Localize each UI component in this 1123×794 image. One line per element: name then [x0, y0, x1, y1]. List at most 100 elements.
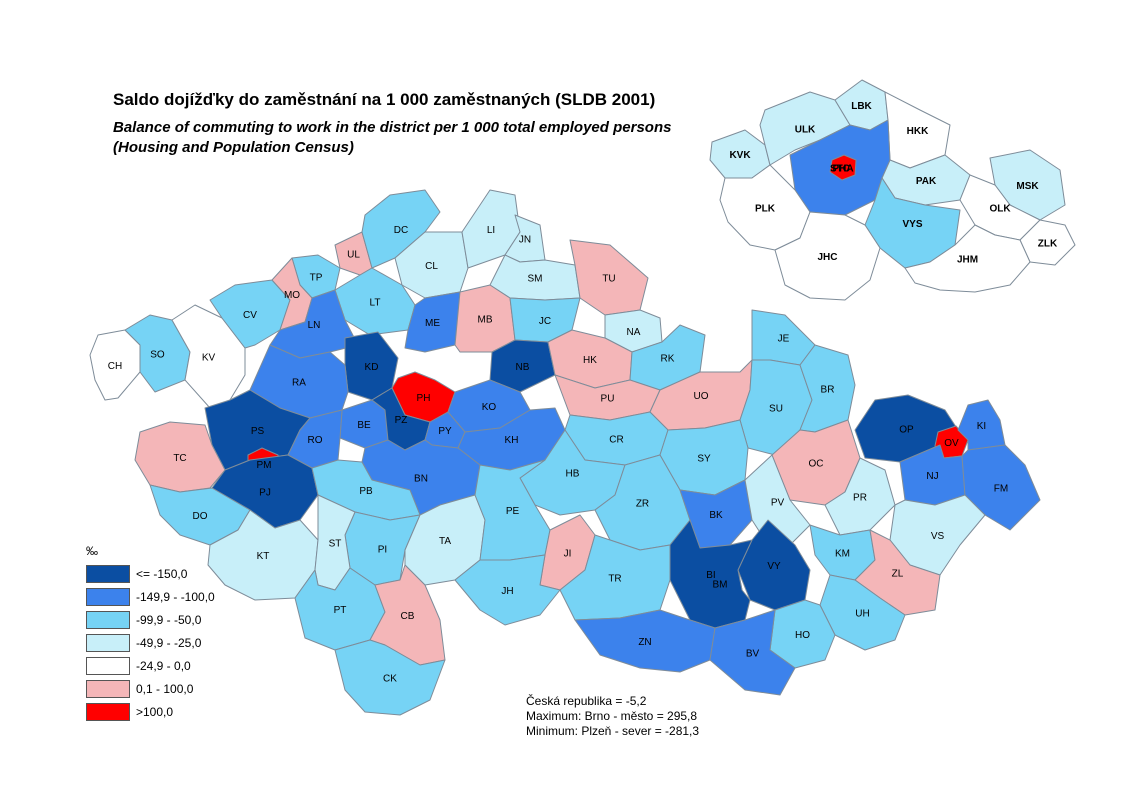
legend-swatch	[86, 610, 130, 629]
region-label-HKK: HKK	[907, 126, 929, 137]
district-label-DC: DC	[394, 225, 408, 236]
legend-item: -49,9 - -25,0	[86, 631, 215, 654]
district-JH[interactable]	[454, 554, 561, 626]
district-label-BR: BR	[821, 385, 835, 396]
summary-stats: Česká republika = -5,2 Maximum: Brno - m…	[526, 694, 699, 739]
legend-item: >100,0	[86, 700, 215, 723]
district-label-MB: MB	[478, 315, 493, 326]
district-label-HB: HB	[566, 469, 580, 480]
district-label-KD: KD	[365, 362, 379, 373]
district-label-KO: KO	[482, 402, 497, 413]
district-ZL[interactable]	[854, 529, 941, 616]
legend-label: -149,9 - -100,0	[136, 589, 215, 604]
legend-label: >100,0	[136, 704, 174, 719]
district-label-CR: CR	[609, 435, 623, 446]
region-JHC[interactable]	[774, 211, 881, 301]
legend: ‰ <= -150,0 -149,9 - -100,0 -99,9 - -50,…	[86, 544, 215, 723]
legend-swatch	[86, 702, 130, 721]
district-label-BE: BE	[357, 420, 371, 431]
legend-item: -24,9 - 0,0	[86, 654, 215, 677]
district-label-NA: NA	[627, 327, 641, 338]
district-label-SO: SO	[150, 350, 165, 361]
region-label-KVK: KVK	[729, 150, 751, 161]
district-label-TU: TU	[602, 274, 615, 285]
district-label-NJ: NJ	[926, 471, 938, 482]
district-label-PJ: PJ	[259, 488, 271, 499]
stat-czech-republic: Česká republika = -5,2	[526, 694, 647, 708]
legend-unit: ‰	[86, 544, 98, 558]
map-subtitle: Balance of commuting to work in the dist…	[113, 119, 672, 156]
district-label-PV: PV	[771, 498, 785, 509]
legend-label: 0,1 - 100,0	[136, 681, 194, 696]
district-label-TA: TA	[439, 536, 451, 547]
district-label-RO: RO	[308, 435, 323, 446]
region-label-JHC: JHC	[817, 252, 837, 263]
legend-item: -149,9 - -100,0	[86, 585, 215, 608]
district-label-JH: JH	[501, 586, 513, 597]
district-label-RA: RA	[292, 378, 306, 389]
district-KI[interactable]	[957, 399, 1006, 451]
district-label-UO: UO	[694, 391, 709, 402]
district-label-ZR: ZR	[636, 499, 649, 510]
district-label-SM: SM	[528, 274, 543, 285]
legend-swatch	[86, 656, 130, 675]
stat-maximum: Maximum: Brno - město = 295,8	[526, 709, 698, 723]
district-label-PB: PB	[359, 486, 373, 497]
district-label-PY: PY	[438, 426, 452, 437]
district-label-ST: ST	[329, 539, 342, 550]
district-label-HK: HK	[583, 355, 597, 366]
district-label-PI: PI	[378, 545, 387, 556]
region-label-ULK: ULK	[795, 125, 816, 136]
map-title: Saldo dojížďky do zaměstnání na 1 000 za…	[113, 90, 656, 109]
legend-label: <= -150,0	[136, 566, 188, 581]
district-label-PS: PS	[251, 426, 265, 437]
district-label-BN: BN	[414, 474, 428, 485]
district-label-JC: JC	[539, 316, 551, 327]
district-label-KI: KI	[977, 421, 986, 432]
district-label-KT: KT	[257, 551, 270, 562]
district-label-LI: LI	[487, 225, 495, 236]
district-CL[interactable]	[394, 231, 469, 299]
region-JHM[interactable]	[904, 224, 1031, 293]
legend-item: -99,9 - -50,0	[86, 608, 215, 631]
district-CK[interactable]	[334, 639, 446, 716]
region-PHA[interactable]	[829, 154, 857, 181]
district-TC[interactable]	[134, 421, 226, 493]
district-label-RK: RK	[661, 354, 675, 365]
district-label-JN: JN	[519, 235, 531, 246]
district-label-PM: PM	[257, 460, 272, 471]
district-BV[interactable]	[709, 609, 796, 696]
district-label-SU: SU	[769, 404, 783, 415]
region-label-PAK: PAK	[916, 176, 937, 187]
district-label-NB: NB	[516, 362, 530, 373]
district-label-LN: LN	[308, 320, 321, 331]
district-label-PH: PH	[417, 393, 431, 404]
district-label-CV: CV	[243, 310, 257, 321]
district-label-KV: KV	[202, 353, 216, 364]
region-ULK[interactable]	[759, 91, 851, 166]
district-label-HO: HO	[795, 630, 810, 641]
district-label-CL: CL	[425, 261, 438, 272]
legend-label: -99,9 - -50,0	[136, 612, 202, 627]
district-label-UL: UL	[347, 250, 360, 261]
district-PE[interactable]	[474, 459, 551, 561]
legend-item: <= -150,0	[86, 562, 215, 585]
district-label-BV: BV	[746, 649, 760, 660]
district-label-LT: LT	[370, 298, 381, 309]
district-label-ZL: ZL	[892, 569, 904, 580]
district-label-VY: VY	[767, 561, 781, 572]
region-label-MSK: MSK	[1016, 181, 1039, 192]
region-label-JHM: JHM	[957, 255, 978, 266]
district-PV[interactable]	[744, 454, 811, 549]
district-label-CH: CH	[108, 361, 122, 372]
stat-minimum: Minimum: Plzeň - sever = -281,3	[526, 724, 700, 738]
district-KV[interactable]	[171, 304, 246, 409]
district-label-PZ: PZ	[395, 415, 408, 426]
district-label-UH: UH	[855, 609, 869, 620]
region-label-PHA: PHA	[832, 164, 853, 175]
district-label-JE: JE	[778, 334, 790, 345]
district-label-TP: TP	[310, 273, 323, 284]
region-label-PLK: PLK	[755, 204, 776, 215]
district-label-OV: OV	[944, 438, 959, 449]
